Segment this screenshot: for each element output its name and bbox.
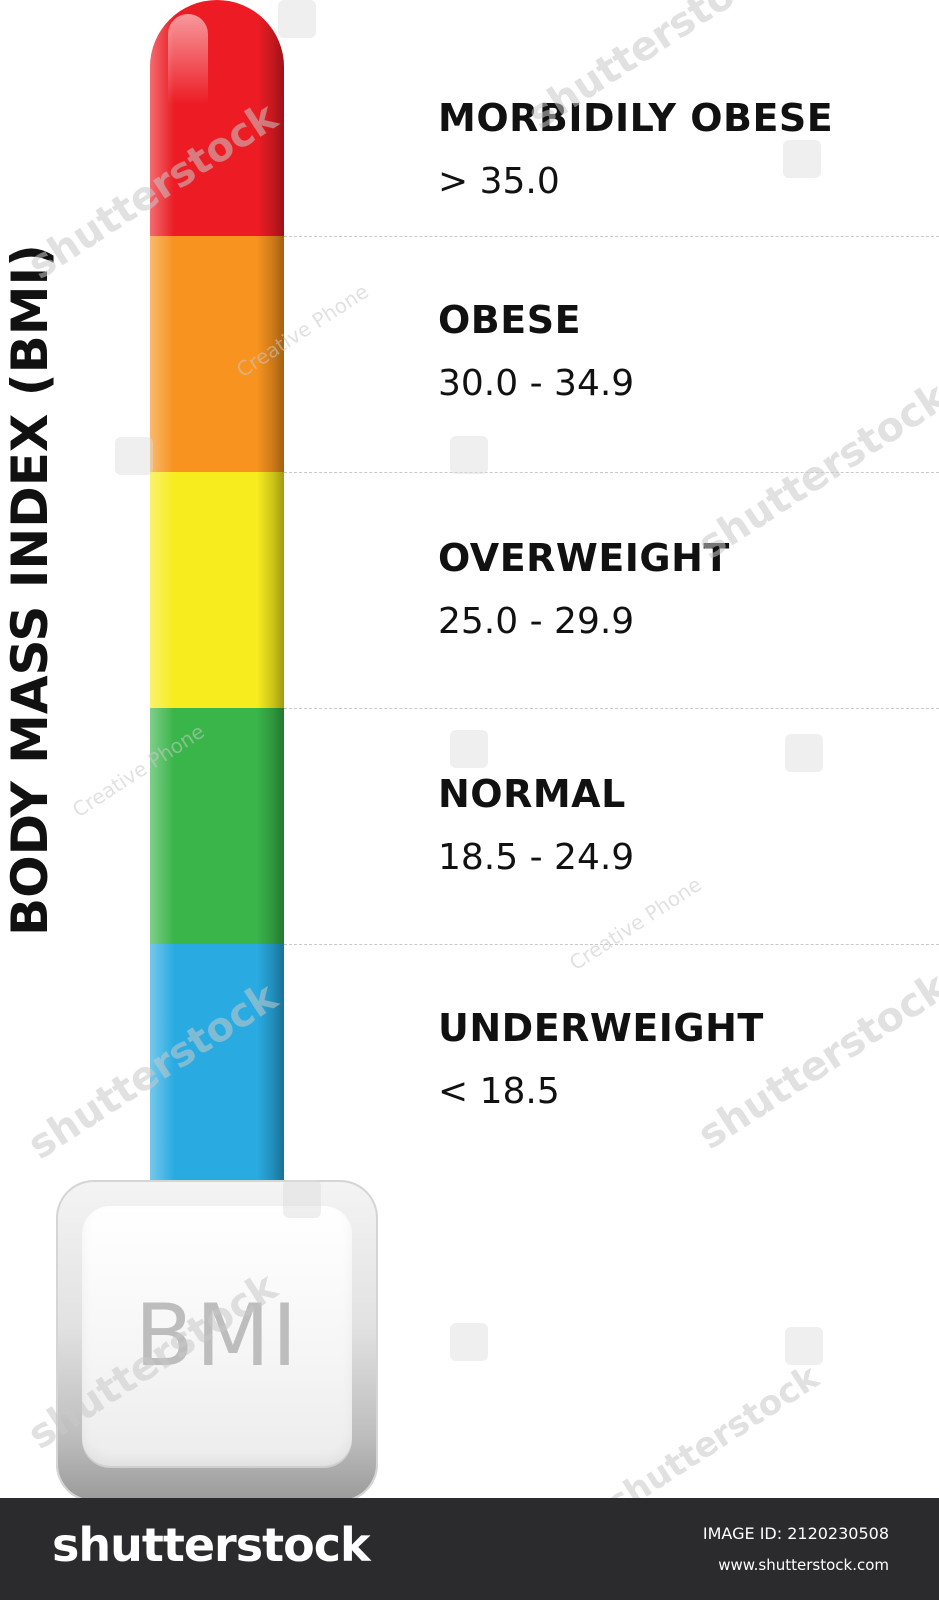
divider-2 <box>284 472 939 473</box>
footer-image-id: IMAGE ID: 2120230508 <box>702 1524 889 1543</box>
category-range: > 35.0 <box>438 161 560 202</box>
watermark-icon <box>785 1327 823 1365</box>
category-range: 30.0 - 34.9 <box>438 363 635 404</box>
category-overweight: OVERWEIGHT 25.0 - 29.9 <box>438 536 730 644</box>
segment-overweight <box>150 472 284 708</box>
segment-obese <box>150 236 284 472</box>
watermark-icon <box>785 734 823 772</box>
watermark-icon <box>450 436 488 474</box>
divider-3 <box>284 708 939 709</box>
category-underweight: UNDERWEIGHT < 18.5 <box>438 1006 764 1114</box>
watermark-icon <box>450 730 488 768</box>
category-morbidly-obese: MORBIDILY OBESE > 35.0 <box>438 96 833 204</box>
footer-logo: shutterstock <box>52 1518 371 1572</box>
bmi-bulb-face: BMI <box>82 1206 352 1466</box>
category-name: OVERWEIGHT <box>438 536 730 580</box>
category-name: NORMAL <box>438 772 626 816</box>
bmi-bulb: BMI <box>56 1180 378 1502</box>
category-range: < 18.5 <box>438 1071 560 1112</box>
category-normal: NORMAL 18.5 - 24.9 <box>438 772 634 880</box>
watermark-icon <box>283 1180 321 1218</box>
watermark-icon <box>783 140 821 178</box>
bmi-bulb-label: BMI <box>134 1286 300 1386</box>
tube-top-shine <box>168 14 208 104</box>
category-name: OBESE <box>438 298 582 342</box>
segment-underweight <box>150 944 284 1185</box>
watermark-icon <box>278 0 316 38</box>
watermark-icon <box>115 437 153 475</box>
segment-normal <box>150 708 284 944</box>
category-range: 25.0 - 29.9 <box>438 601 635 642</box>
footer-url: www.shutterstock.com <box>718 1556 889 1574</box>
category-name: MORBIDILY OBESE <box>438 96 834 140</box>
category-name: UNDERWEIGHT <box>438 1006 764 1050</box>
watermark-icon <box>450 1323 488 1361</box>
footer-bar: shutterstock IMAGE ID: 2120230508 www.sh… <box>0 1498 939 1600</box>
chart-title: BODY MASS INDEX (BMI) <box>1 244 59 936</box>
divider-1 <box>284 236 939 237</box>
category-obese: OBESE 30.0 - 34.9 <box>438 298 634 406</box>
watermark-credit: Creative Phone <box>565 872 706 976</box>
category-range: 18.5 - 24.9 <box>438 837 635 878</box>
divider-4 <box>284 944 939 945</box>
bmi-thermometer-tube <box>150 0 284 1185</box>
